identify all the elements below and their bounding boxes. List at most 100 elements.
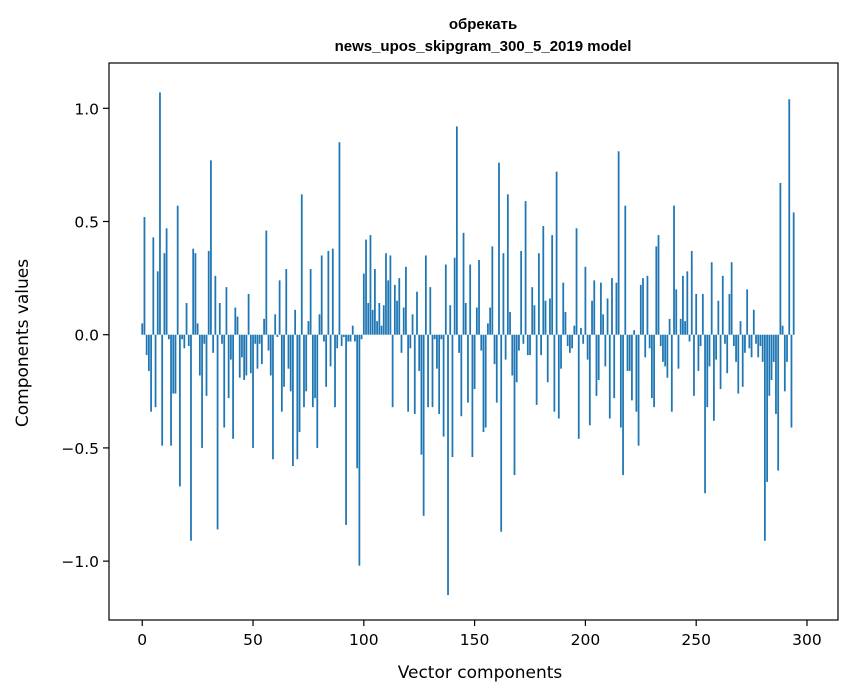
bar-27 bbox=[201, 334, 203, 448]
bar-200 bbox=[584, 266, 587, 335]
bar-39 bbox=[227, 334, 230, 399]
bar-110 bbox=[385, 253, 387, 335]
bar-34 bbox=[216, 334, 219, 530]
bar-144 bbox=[460, 334, 463, 417]
title-line-1: обрекать bbox=[449, 16, 517, 33]
bar-168 bbox=[513, 334, 516, 476]
bar-293 bbox=[790, 334, 793, 428]
bar-256 bbox=[708, 334, 711, 367]
bar-267 bbox=[732, 334, 735, 347]
bar-162 bbox=[500, 334, 503, 532]
bar-285 bbox=[772, 334, 775, 362]
bar-100 bbox=[362, 273, 365, 335]
bar-58 bbox=[269, 334, 272, 376]
bar-186 bbox=[553, 334, 556, 412]
bar-291 bbox=[786, 334, 788, 362]
y-tick-label: 0.0 bbox=[74, 327, 99, 345]
bar-73 bbox=[303, 334, 305, 408]
bar-69 bbox=[294, 309, 297, 335]
bar-52 bbox=[256, 334, 259, 369]
bar-224 bbox=[637, 334, 640, 446]
bar-223 bbox=[635, 334, 638, 412]
bar-50 bbox=[252, 334, 254, 448]
bar-15 bbox=[174, 334, 177, 394]
bar-56 bbox=[265, 230, 268, 335]
bar-169 bbox=[515, 334, 518, 383]
bar-124 bbox=[416, 291, 418, 335]
bar-254 bbox=[704, 334, 706, 494]
bar-289 bbox=[781, 325, 784, 335]
bar-236 bbox=[664, 334, 667, 367]
bar-41 bbox=[232, 334, 234, 439]
bar-204 bbox=[593, 280, 596, 335]
bar-286 bbox=[775, 334, 777, 414]
bar-193 bbox=[569, 334, 571, 353]
bar-119 bbox=[405, 266, 407, 335]
bar-174 bbox=[526, 334, 529, 356]
bar-227 bbox=[644, 334, 647, 358]
bar-114 bbox=[393, 284, 396, 335]
bar-167 bbox=[511, 334, 514, 376]
bar-217 bbox=[622, 334, 624, 476]
bar-126 bbox=[420, 334, 423, 455]
bar-87 bbox=[334, 334, 336, 408]
bar-101 bbox=[365, 239, 367, 335]
bar-178 bbox=[535, 334, 538, 405]
bar-104 bbox=[371, 309, 374, 335]
bar-95 bbox=[351, 325, 354, 335]
bar-283 bbox=[768, 334, 771, 396]
bar-175 bbox=[529, 334, 531, 356]
bar-139 bbox=[449, 305, 452, 335]
bar-194 bbox=[571, 334, 573, 349]
bar-30 bbox=[207, 250, 210, 335]
bar-137 bbox=[444, 264, 447, 335]
bar-190 bbox=[562, 282, 565, 335]
bar-258 bbox=[713, 334, 715, 421]
bar-45 bbox=[241, 334, 243, 358]
bar-70 bbox=[296, 334, 299, 460]
bar-130 bbox=[429, 287, 432, 335]
bar-121 bbox=[409, 334, 412, 349]
bar-141 bbox=[453, 257, 456, 335]
x-tick-label: 200 bbox=[571, 631, 601, 649]
bar-84 bbox=[327, 250, 330, 335]
bar-263 bbox=[724, 334, 726, 344]
bar-273 bbox=[746, 289, 749, 335]
bar-3 bbox=[148, 334, 150, 371]
y-axis-label: Components values bbox=[13, 259, 33, 427]
bar-232 bbox=[655, 246, 658, 335]
bar-146 bbox=[464, 303, 467, 335]
bar-149 bbox=[471, 334, 474, 457]
bar-65 bbox=[285, 269, 288, 335]
x-tick-label: 0 bbox=[137, 631, 147, 649]
bar-6 bbox=[154, 334, 157, 408]
bar-188 bbox=[557, 334, 560, 419]
bar-44 bbox=[238, 334, 241, 378]
bar-219 bbox=[626, 334, 629, 371]
bar-117 bbox=[400, 334, 403, 353]
bar-136 bbox=[442, 334, 445, 437]
bar-115 bbox=[396, 300, 398, 335]
bar-255 bbox=[706, 334, 709, 408]
bar-17 bbox=[179, 334, 181, 487]
x-axis-label: Vector components bbox=[398, 663, 563, 683]
bar-245 bbox=[684, 321, 686, 335]
bar-0 bbox=[141, 323, 144, 335]
bar-270 bbox=[739, 321, 742, 335]
bar-176 bbox=[531, 287, 534, 335]
bar-211 bbox=[608, 334, 611, 419]
bar-215 bbox=[617, 151, 620, 335]
bar-10 bbox=[163, 253, 166, 335]
bar-199 bbox=[582, 334, 585, 344]
bar-105 bbox=[374, 269, 376, 335]
bar-196 bbox=[575, 228, 578, 335]
bar-294 bbox=[792, 212, 795, 335]
x-axis: 0 50 100 150 200 250 300 bbox=[137, 620, 822, 649]
y-tick-label: 0.5 bbox=[74, 213, 99, 231]
bar-240 bbox=[673, 205, 675, 335]
bar-166 bbox=[509, 312, 511, 335]
bar-142 bbox=[456, 126, 458, 335]
bar-150 bbox=[473, 334, 476, 390]
bar-62 bbox=[278, 280, 281, 335]
bar-12 bbox=[167, 334, 170, 340]
